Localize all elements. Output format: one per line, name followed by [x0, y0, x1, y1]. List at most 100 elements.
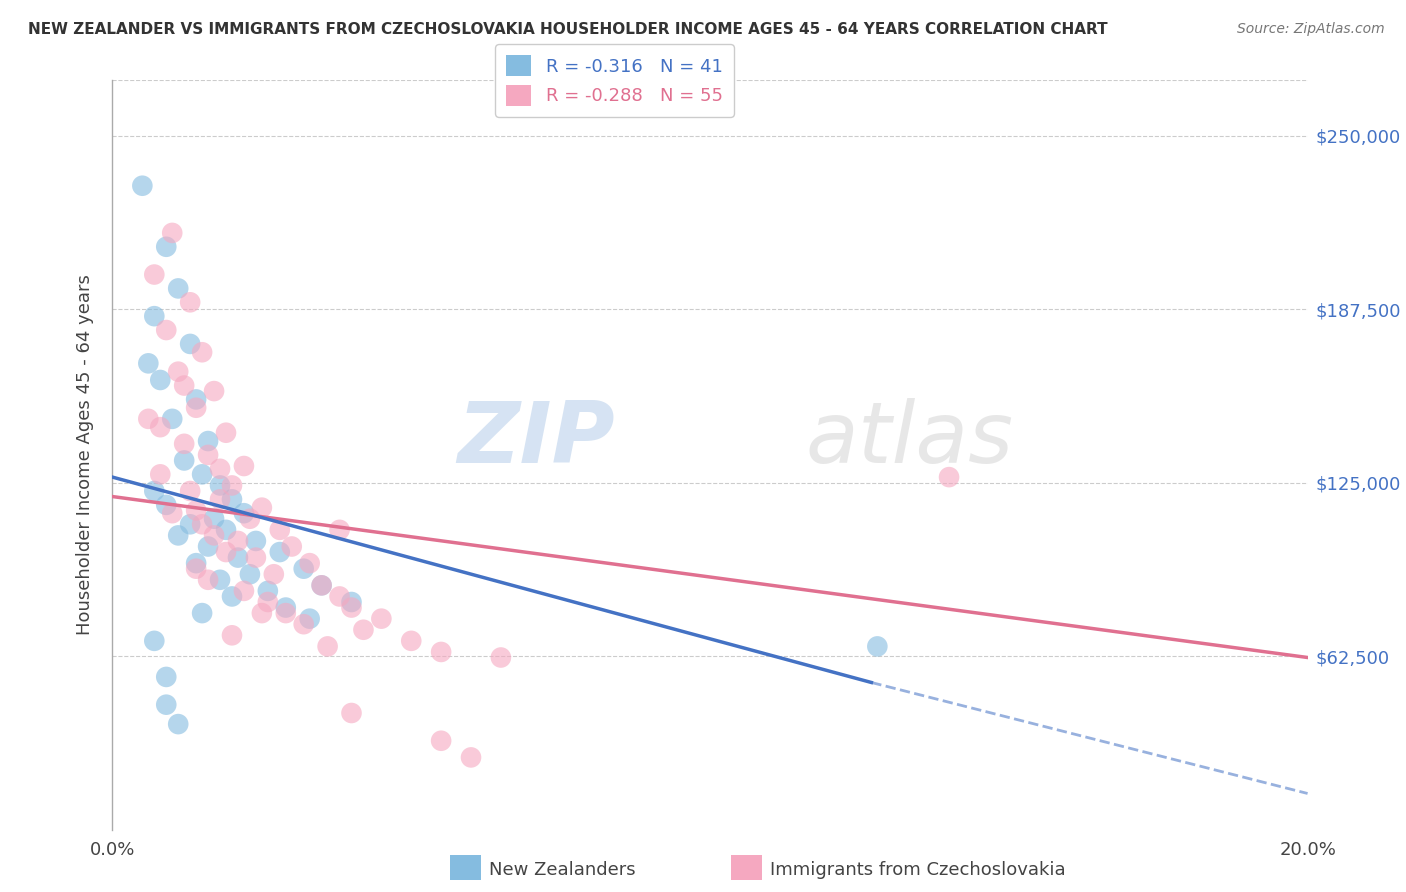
Point — [250, 606, 273, 620]
Point — [281, 540, 304, 554]
Point — [191, 606, 214, 620]
Point — [143, 309, 166, 323]
Text: Source: ZipAtlas.com: Source: ZipAtlas.com — [1237, 22, 1385, 37]
Legend: R = -0.316   N = 41, R = -0.288   N = 55: R = -0.316 N = 41, R = -0.288 N = 55 — [495, 45, 734, 117]
Point — [186, 562, 208, 576]
Point — [167, 281, 190, 295]
Point — [197, 573, 219, 587]
Point — [221, 590, 243, 604]
Point — [138, 356, 160, 370]
Point — [149, 420, 172, 434]
Point — [143, 268, 166, 282]
Point — [226, 550, 249, 565]
Point — [233, 506, 256, 520]
Point — [263, 567, 285, 582]
Point — [298, 612, 321, 626]
Point — [226, 533, 249, 548]
Point — [239, 512, 262, 526]
Point — [173, 378, 195, 392]
Point — [274, 606, 297, 620]
Point — [167, 717, 190, 731]
Point — [250, 500, 273, 515]
Point — [162, 506, 183, 520]
Point — [191, 517, 214, 532]
Point — [269, 523, 291, 537]
Point — [340, 595, 363, 609]
Point — [155, 698, 177, 712]
Point — [186, 556, 208, 570]
Point — [353, 623, 375, 637]
Point — [245, 550, 267, 565]
Point — [179, 337, 201, 351]
Point — [162, 412, 183, 426]
Point — [245, 533, 267, 548]
Point — [186, 401, 208, 415]
Point — [209, 573, 232, 587]
Point — [340, 600, 363, 615]
Point — [233, 583, 256, 598]
Point — [292, 617, 315, 632]
Point — [221, 478, 243, 492]
Point — [167, 528, 190, 542]
Point — [430, 645, 453, 659]
Point — [149, 373, 172, 387]
Y-axis label: Householder Income Ages 45 - 64 years: Householder Income Ages 45 - 64 years — [76, 275, 94, 635]
Point — [162, 226, 183, 240]
Text: Immigrants from Czechoslovakia: Immigrants from Czechoslovakia — [770, 861, 1066, 879]
Point — [179, 483, 201, 498]
Point — [155, 670, 177, 684]
Point — [221, 628, 243, 642]
Point — [370, 612, 392, 626]
Point — [197, 434, 219, 448]
Point — [209, 462, 232, 476]
Point — [155, 323, 177, 337]
Point — [239, 567, 262, 582]
Point — [131, 178, 153, 193]
Point — [202, 512, 225, 526]
Point — [269, 545, 291, 559]
Point — [155, 240, 177, 254]
Point — [179, 517, 201, 532]
Point — [215, 545, 238, 559]
Point — [329, 590, 352, 604]
Point — [257, 595, 280, 609]
Text: NEW ZEALANDER VS IMMIGRANTS FROM CZECHOSLOVAKIA HOUSEHOLDER INCOME AGES 45 - 64 : NEW ZEALANDER VS IMMIGRANTS FROM CZECHOS… — [28, 22, 1108, 37]
Point — [311, 578, 333, 592]
Point — [215, 425, 238, 440]
Point — [292, 562, 315, 576]
Point — [138, 412, 160, 426]
Point — [209, 492, 232, 507]
Point — [866, 640, 889, 654]
Text: ZIP: ZIP — [457, 399, 614, 482]
Point — [233, 458, 256, 473]
Point — [167, 365, 190, 379]
Point — [311, 578, 333, 592]
Point — [298, 556, 321, 570]
Point — [221, 492, 243, 507]
Point — [143, 633, 166, 648]
Point — [938, 470, 960, 484]
Point — [186, 503, 208, 517]
Point — [197, 540, 219, 554]
Point — [173, 437, 195, 451]
Point — [149, 467, 172, 482]
Point — [257, 583, 280, 598]
Point — [430, 733, 453, 747]
Point — [202, 384, 225, 398]
Point — [489, 650, 512, 665]
Point — [191, 467, 214, 482]
Point — [143, 483, 166, 498]
Point — [155, 498, 177, 512]
Point — [197, 448, 219, 462]
Point — [202, 528, 225, 542]
Point — [274, 600, 297, 615]
Point — [401, 633, 423, 648]
Point — [340, 706, 363, 720]
Point — [209, 478, 232, 492]
Text: New Zealanders: New Zealanders — [489, 861, 636, 879]
Point — [186, 392, 208, 407]
Point — [460, 750, 482, 764]
Text: atlas: atlas — [806, 399, 1014, 482]
Point — [329, 523, 352, 537]
Point — [191, 345, 214, 359]
